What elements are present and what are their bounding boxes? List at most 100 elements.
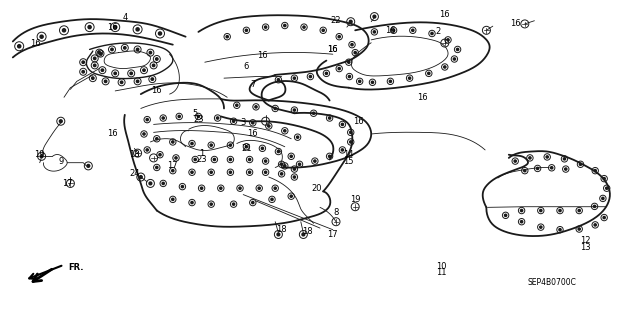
Circle shape xyxy=(159,32,161,35)
Text: 22: 22 xyxy=(331,16,341,25)
Circle shape xyxy=(136,28,139,31)
Circle shape xyxy=(559,228,561,231)
Circle shape xyxy=(264,160,267,162)
Circle shape xyxy=(140,176,142,178)
Circle shape xyxy=(296,136,299,138)
Text: 11: 11 xyxy=(436,268,447,277)
Circle shape xyxy=(232,120,235,122)
Circle shape xyxy=(349,131,352,134)
Circle shape xyxy=(594,224,596,226)
Text: 18: 18 xyxy=(276,225,287,234)
Text: 6: 6 xyxy=(244,63,249,71)
Circle shape xyxy=(252,122,254,124)
Circle shape xyxy=(82,70,84,73)
Circle shape xyxy=(268,125,270,127)
Circle shape xyxy=(40,155,43,158)
Text: 2: 2 xyxy=(436,27,441,36)
Circle shape xyxy=(603,177,605,180)
Circle shape xyxy=(172,141,174,143)
Circle shape xyxy=(261,147,264,150)
Circle shape xyxy=(18,45,20,48)
Circle shape xyxy=(536,167,539,170)
Circle shape xyxy=(338,67,340,70)
Circle shape xyxy=(200,187,203,189)
Circle shape xyxy=(82,61,84,63)
Circle shape xyxy=(149,51,152,54)
Circle shape xyxy=(277,150,280,153)
Circle shape xyxy=(293,109,296,111)
Text: 23: 23 xyxy=(196,155,207,164)
Circle shape xyxy=(88,26,91,29)
Circle shape xyxy=(550,167,553,169)
Text: 19: 19 xyxy=(350,195,360,204)
Circle shape xyxy=(280,173,283,175)
Circle shape xyxy=(290,155,292,158)
Circle shape xyxy=(252,201,254,204)
Text: 16: 16 xyxy=(328,45,338,54)
Circle shape xyxy=(540,209,542,212)
Circle shape xyxy=(191,171,193,174)
Text: 13: 13 xyxy=(580,243,591,252)
Circle shape xyxy=(264,26,267,28)
Circle shape xyxy=(349,141,352,143)
Circle shape xyxy=(220,187,222,189)
Circle shape xyxy=(172,198,174,201)
Circle shape xyxy=(216,117,219,119)
Circle shape xyxy=(152,64,155,67)
Circle shape xyxy=(239,187,241,189)
Text: 16: 16 xyxy=(107,23,117,32)
Circle shape xyxy=(514,160,516,162)
Circle shape xyxy=(156,137,158,140)
Circle shape xyxy=(546,156,548,158)
Circle shape xyxy=(226,35,228,38)
Text: 15: 15 xyxy=(344,157,354,166)
Circle shape xyxy=(293,77,296,79)
Circle shape xyxy=(373,31,376,33)
Circle shape xyxy=(341,123,344,126)
Circle shape xyxy=(114,72,116,75)
Circle shape xyxy=(143,69,145,71)
Circle shape xyxy=(348,75,351,78)
Text: 21: 21 xyxy=(241,144,252,153)
Text: 5: 5 xyxy=(193,109,198,118)
Circle shape xyxy=(314,160,316,162)
Circle shape xyxy=(431,32,433,35)
Circle shape xyxy=(322,29,324,32)
Circle shape xyxy=(248,158,251,161)
Text: 16: 16 xyxy=(510,19,520,28)
Circle shape xyxy=(93,57,96,60)
Circle shape xyxy=(229,144,232,146)
Circle shape xyxy=(172,169,174,172)
Circle shape xyxy=(354,51,356,54)
Circle shape xyxy=(213,158,216,161)
Circle shape xyxy=(159,153,161,156)
Circle shape xyxy=(104,80,107,83)
Circle shape xyxy=(258,187,260,189)
Circle shape xyxy=(444,66,446,68)
Text: 16: 16 xyxy=(353,117,364,126)
Circle shape xyxy=(274,187,276,189)
Circle shape xyxy=(162,182,164,185)
Circle shape xyxy=(284,24,286,27)
Circle shape xyxy=(40,35,43,38)
Circle shape xyxy=(264,171,267,174)
Circle shape xyxy=(143,133,145,135)
Text: 18: 18 xyxy=(302,227,312,236)
Circle shape xyxy=(151,78,154,80)
Circle shape xyxy=(229,158,232,161)
Circle shape xyxy=(245,145,248,148)
Circle shape xyxy=(428,72,430,75)
Circle shape xyxy=(236,104,238,107)
Text: 16: 16 xyxy=(152,86,162,95)
Circle shape xyxy=(371,81,374,84)
Text: 16: 16 xyxy=(257,51,268,60)
Text: 8: 8 xyxy=(333,208,339,217)
Circle shape xyxy=(605,187,608,189)
Circle shape xyxy=(309,75,312,78)
Circle shape xyxy=(162,117,164,119)
Circle shape xyxy=(520,220,523,223)
Circle shape xyxy=(593,205,596,208)
Text: 20: 20 xyxy=(312,184,322,193)
Circle shape xyxy=(284,130,286,132)
Text: 12: 12 xyxy=(580,236,591,245)
